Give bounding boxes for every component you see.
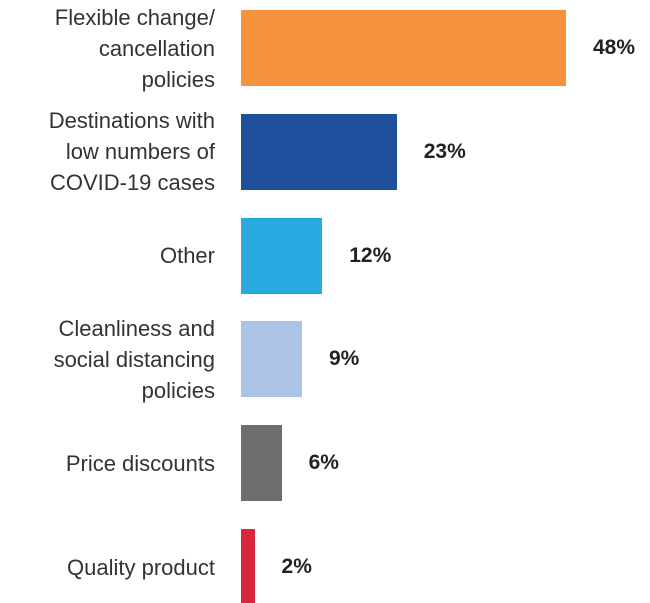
bar <box>241 217 323 294</box>
bar <box>241 10 566 86</box>
bar <box>241 321 302 398</box>
value-label: 9% <box>328 347 360 371</box>
bar <box>241 425 282 502</box>
category-label: Price discounts <box>65 450 215 476</box>
category-label: Destinations with low numbers of COVID-1… <box>48 108 215 196</box>
value-label: 23% <box>423 139 466 163</box>
category-label: Cleanliness and social distancing polici… <box>53 315 215 403</box>
value-label: 48% <box>593 36 636 59</box>
bar <box>241 113 397 190</box>
value-label: 12% <box>349 243 392 267</box>
category-label: Other <box>159 243 215 269</box>
value-label: 2% <box>281 555 312 578</box>
category-label: Quality product <box>67 554 215 580</box>
bar <box>241 529 255 603</box>
category-label: Flexible change/ cancellation policies <box>54 4 215 92</box>
value-label: 6% <box>308 451 339 475</box>
